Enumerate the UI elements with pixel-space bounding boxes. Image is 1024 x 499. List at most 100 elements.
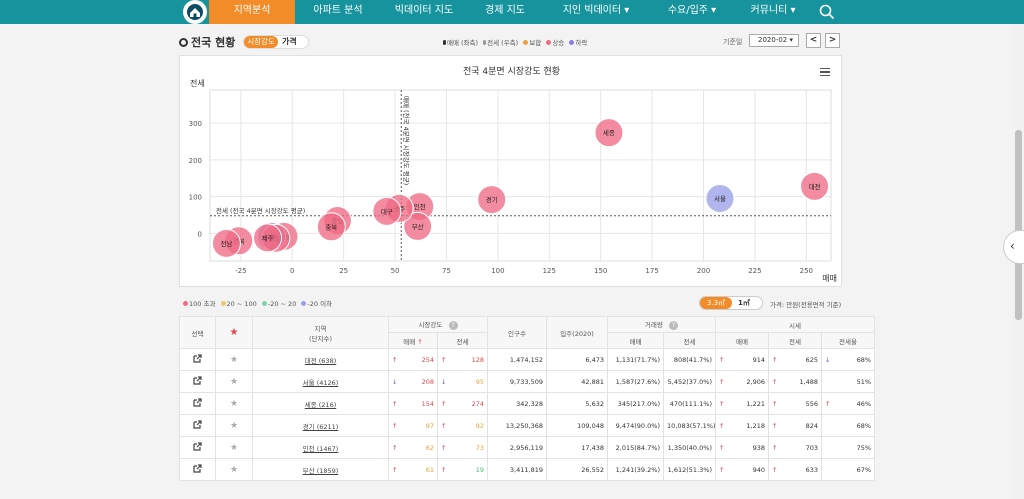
home-logo-icon[interactable] (183, 0, 207, 24)
strength-sale-value: 61 (426, 466, 434, 474)
chart-legend: 매매 (좌측) 전세 (우측) 보합 상승 하락 (440, 37, 587, 47)
tab-price[interactable]: 가격 (282, 36, 297, 48)
table-row: ★ 인천 (1467) ↑ 62 ↑ 73 2,956,119 17,438 2,015(84.… (180, 437, 875, 459)
volume-sale-value: 345(217.0%) (608, 393, 664, 415)
nav-item-bigdata-map[interactable]: 빅데이터 지도 (381, 0, 467, 24)
trend-arrow-icon: ↑ (719, 378, 724, 386)
volume-sale-value: 9,474(90.0%) (608, 415, 664, 437)
trend-arrow-icon: ↑ (772, 400, 777, 408)
col-moving: 입주(2020) (547, 317, 608, 349)
region-link[interactable]: 대전 (638) (305, 357, 337, 365)
unit-pyeong-button[interactable]: 3.3㎡ (700, 297, 732, 309)
sub-col-volume-sale: 매매 (608, 333, 664, 349)
y-tick-label: 300 (189, 120, 202, 128)
price-jeonse-value: 556 (806, 400, 818, 408)
y-tick-label: 0 (198, 230, 202, 238)
external-link-icon[interactable] (180, 371, 216, 393)
nav-item-region-analysis[interactable]: 지역분석 (209, 0, 295, 24)
x-tick-label: 200 (697, 267, 710, 275)
trend-arrow-icon: ↑ (392, 400, 397, 408)
region-link[interactable]: 인천 (1467) (303, 445, 339, 453)
sort-arrow-icon[interactable]: ↑ (417, 338, 422, 346)
data-point-label: 인천 (414, 202, 426, 211)
price-jeonse-value: 824 (806, 422, 818, 430)
trend-arrow-icon: ↑ (392, 356, 397, 364)
x-tick-label: 50 (391, 267, 400, 275)
side-panel-toggle-button[interactable]: ‹ (1003, 230, 1024, 264)
star-icon[interactable]: ★ (216, 437, 253, 459)
col-strength: 시장강도 ? (389, 317, 488, 333)
data-point-label: 경기 (486, 195, 498, 204)
star-icon[interactable]: ★ (216, 393, 253, 415)
table-row: ★ 대전 (638) ↑ 254 ↑ 128 1,474,152 6,473 1,131(71.… (180, 349, 875, 371)
data-point-label: 서울 (714, 194, 726, 203)
external-link-icon[interactable] (180, 459, 216, 481)
nav-item-community[interactable]: 커뮤니티 ▾ (735, 0, 811, 24)
unit-sqm-button[interactable]: 1㎡ (738, 297, 750, 309)
y-tick-label: 200 (189, 157, 202, 165)
ratio-value: 46% (857, 400, 871, 408)
x-tick-label: 0 (290, 267, 294, 275)
nav-item-jiin-bigdata[interactable]: 지인 빅데이터 ▾ (543, 0, 649, 24)
sub-col-strength-jeonse[interactable]: 전세 (438, 333, 488, 349)
nav-item-apartment-analysis[interactable]: 아파트 분석 (295, 0, 381, 24)
strength-jeonse-value: 73 (476, 444, 484, 452)
help-icon[interactable]: ? (449, 321, 458, 330)
nav-item-demand-supply[interactable]: 수요/입주 ▾ (649, 0, 735, 24)
sub-col-price-jeonse: 전세 (769, 333, 822, 349)
price-sale-value: 938 (753, 444, 765, 452)
x-tick-label: 175 (645, 267, 658, 275)
price-jeonse-value: 625 (806, 356, 818, 364)
strength-jeonse-value: 274 (472, 400, 484, 408)
x-tick-label: 225 (748, 267, 761, 275)
moving-value: 109,048 (547, 415, 608, 437)
sub-col-strength-sale[interactable]: 매매 ↑ (389, 333, 438, 349)
star-icon[interactable]: ★ (216, 459, 253, 481)
volume-jeonse-value: 10,083(57.1%) (664, 415, 716, 437)
date-select[interactable]: 2020-02 ▾ (749, 34, 799, 47)
next-button[interactable]: > (825, 33, 840, 48)
region-link[interactable]: 경기 (6211) (303, 423, 339, 431)
moving-value: 6,473 (547, 349, 608, 371)
trend-arrow-icon: ↑ (441, 356, 446, 364)
region-link[interactable]: 부산 (1859) (303, 467, 339, 475)
nav-item-economy-map[interactable]: 경제 지도 (467, 0, 543, 24)
trend-arrow-icon: ↓ (441, 378, 446, 386)
search-icon[interactable] (818, 3, 836, 21)
data-point-label: 세종 (603, 128, 615, 137)
volume-sale-value: 1,131(71.7%) (608, 349, 664, 371)
prev-button[interactable]: < (806, 33, 821, 48)
legend-dot-20-100 (221, 301, 226, 306)
data-point-label: 충북 (325, 222, 337, 231)
sub-col-price-sale: 매매 (716, 333, 769, 349)
trend-arrow-icon: ↑ (719, 400, 724, 408)
tab-market-strength[interactable]: 시장강도 (244, 36, 278, 48)
region-link[interactable]: 서울 (4126) (303, 379, 339, 387)
col-population: 인구수 (488, 317, 547, 349)
population-value: 3,411,819 (488, 459, 547, 481)
trend-arrow-icon: ↑ (441, 400, 446, 408)
population-value: 1,474,152 (488, 349, 547, 371)
star-filled-icon[interactable]: ★ (230, 327, 239, 338)
external-link-icon[interactable] (180, 437, 216, 459)
page-title: 전국 현황 (179, 34, 235, 50)
price-sale-value: 1,221 (746, 400, 765, 408)
scrollbar-thumb[interactable] (1015, 130, 1022, 320)
population-value: 342,328 (488, 393, 547, 415)
external-link-icon[interactable] (180, 349, 216, 371)
star-icon[interactable]: ★ (216, 371, 253, 393)
region-link[interactable]: 세종 (216) (305, 401, 337, 409)
volume-sale-value: 1,587(27.6%) (608, 371, 664, 393)
x-axis-label: 매매 (822, 274, 837, 283)
help-icon[interactable]: ? (669, 321, 678, 330)
external-link-icon[interactable] (180, 393, 216, 415)
star-icon[interactable]: ★ (216, 415, 253, 437)
trend-arrow-icon: ↑ (392, 466, 397, 474)
external-link-icon[interactable] (180, 415, 216, 437)
trend-arrow-icon: ↑ (719, 466, 724, 474)
sub-col-volume-jeonse: 전세 (664, 333, 716, 349)
moving-value: 42,881 (547, 371, 608, 393)
price-jeonse-value: 703 (806, 444, 818, 452)
star-icon[interactable]: ★ (216, 349, 253, 371)
data-point-label: 대구 (381, 208, 393, 216)
